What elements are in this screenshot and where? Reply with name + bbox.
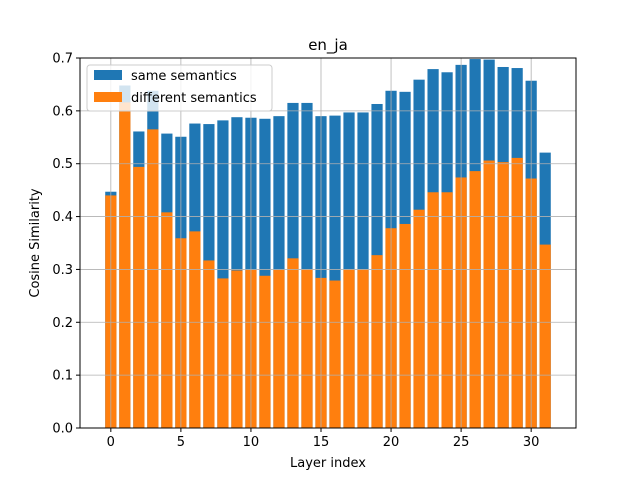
bar-different-layer-17: [343, 269, 355, 428]
y-tick-label: 0.7: [52, 52, 73, 67]
bar-different-layer-14: [301, 269, 313, 428]
bar-different-layer-3: [147, 129, 159, 428]
bar-different-layer-2: [133, 166, 145, 428]
bar-different-layer-21: [399, 223, 411, 428]
bar-different-layer-27: [483, 160, 495, 429]
x-tick-label: 20: [383, 435, 400, 450]
bar-different-layer-16: [329, 280, 341, 428]
bar-different-layer-31: [539, 244, 551, 428]
x-tick-label: 25: [453, 435, 470, 450]
bar-different-layer-4: [161, 212, 173, 428]
bar-different-layer-12: [273, 269, 285, 428]
bar-same-layer-8: [217, 120, 229, 428]
y-tick-label: 0.2: [52, 316, 73, 331]
x-axis-label: Layer index: [290, 456, 366, 471]
legend-swatch-different: [94, 92, 122, 102]
y-tick-label: 0.4: [52, 210, 73, 225]
bar-same-layer-14: [301, 102, 313, 428]
legend-swatch-same: [94, 70, 122, 80]
x-tick-label: 30: [523, 435, 540, 450]
bar-different-layer-29: [511, 157, 523, 428]
bar-different-layer-7: [203, 260, 215, 428]
x-tick-label: 5: [177, 435, 185, 450]
bar-different-layer-28: [497, 162, 509, 428]
bar-different-layer-19: [371, 255, 383, 428]
bar-same-layer-11: [259, 118, 271, 429]
y-tick-label: 0.3: [52, 263, 73, 278]
legend: same semantics different semantics: [86, 64, 273, 112]
axes: 0 5 10 15 20 25 30 0.0 0.1 0.2 0.3 0.4 0.5 0.6 0.7: [52, 52, 577, 450]
bar-different-layer-8: [217, 278, 229, 428]
bar-different-layer-23: [427, 192, 439, 428]
y-tick-label: 0.0: [52, 422, 73, 437]
bar-different-layer-18: [357, 269, 369, 428]
bar-same-layer-16: [329, 115, 341, 428]
chart-title: en_ja: [308, 36, 348, 55]
legend-label-different: different semantics: [131, 91, 257, 106]
x-tick-label: 15: [313, 435, 330, 450]
x-tick-label: 0: [107, 435, 115, 450]
y-tick-label: 0.1: [52, 369, 73, 384]
bar-different-layer-11: [259, 275, 271, 428]
x-tick-label: 10: [243, 435, 260, 450]
bar-different-layer-9: [231, 270, 243, 428]
bar-different-layer-26: [469, 171, 481, 428]
grid: [80, 57, 576, 429]
bar-different-layer-22: [413, 209, 425, 428]
axes-frame: [79, 57, 577, 429]
legend-box: [86, 64, 273, 112]
bar-different-layer-13: [287, 258, 299, 428]
y-axis-label: Cosine Similarity: [28, 188, 43, 298]
bar-different-layer-1: [119, 102, 131, 429]
y-tick-label: 0.5: [52, 157, 73, 172]
legend-label-same: same semantics: [131, 69, 237, 84]
bar-different-layer-24: [441, 192, 453, 428]
y-tick-label: 0.6: [52, 104, 73, 119]
bar-different-layer-6: [189, 231, 201, 428]
